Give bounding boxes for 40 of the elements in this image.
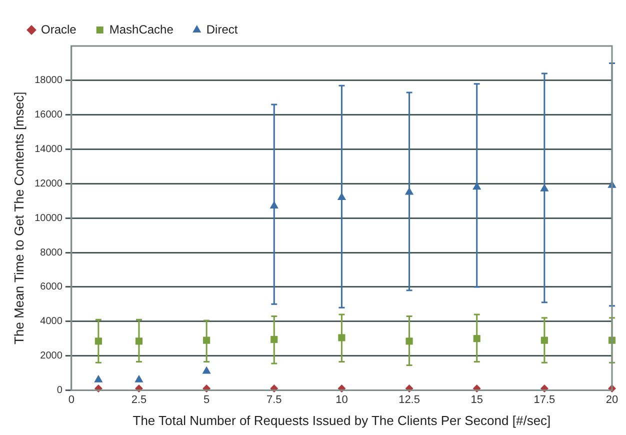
legend-label: Oracle <box>41 22 77 36</box>
x-tick-label: 0 <box>68 394 74 406</box>
point <box>94 338 102 345</box>
y-tick-label: 16000 <box>34 110 63 121</box>
point <box>94 374 103 382</box>
point <box>135 338 143 345</box>
x-tick-label: 5 <box>203 394 210 406</box>
point <box>406 338 413 345</box>
point <box>540 336 548 344</box>
y-tick-label: 0 <box>56 384 63 396</box>
y-axis-title: The Mean Time to Get The Contents [msec] <box>11 92 26 344</box>
y-tick-label: 8000 <box>40 247 63 258</box>
point <box>337 192 346 200</box>
legend-label: MashCache <box>109 22 174 36</box>
x-tick-label: 2.5 <box>131 394 147 406</box>
x-tick-label: 10 <box>336 394 348 406</box>
point <box>202 366 211 374</box>
point <box>134 374 144 382</box>
y-tick-label: 10000 <box>34 212 63 224</box>
legend-label: Direct <box>206 22 238 36</box>
y-tick-label: 14000 <box>34 144 63 156</box>
point <box>404 187 414 195</box>
x-axis-title: The Total Number of Requests Issued by The Clients Per Second [#/sec] <box>132 412 551 428</box>
x-tick-label: 20 <box>606 394 618 406</box>
x-tick-label: 7.5 <box>266 394 282 406</box>
point <box>338 334 346 342</box>
y-tick-label: 18000 <box>34 75 63 86</box>
y-tick-label: 6000 <box>40 282 63 293</box>
x-tick-label: 17.5 <box>534 394 556 406</box>
point <box>472 182 482 190</box>
y-tick-label: 12000 <box>34 178 63 190</box>
point <box>203 336 210 344</box>
point <box>540 184 549 192</box>
y-tick-label: 2000 <box>40 350 63 362</box>
point <box>473 335 480 342</box>
y-tick-label: 4000 <box>40 316 63 328</box>
point <box>270 201 278 209</box>
x-tick-label: 12.5 <box>398 394 420 406</box>
x-tick-label: 15 <box>470 394 483 406</box>
point <box>270 336 278 343</box>
